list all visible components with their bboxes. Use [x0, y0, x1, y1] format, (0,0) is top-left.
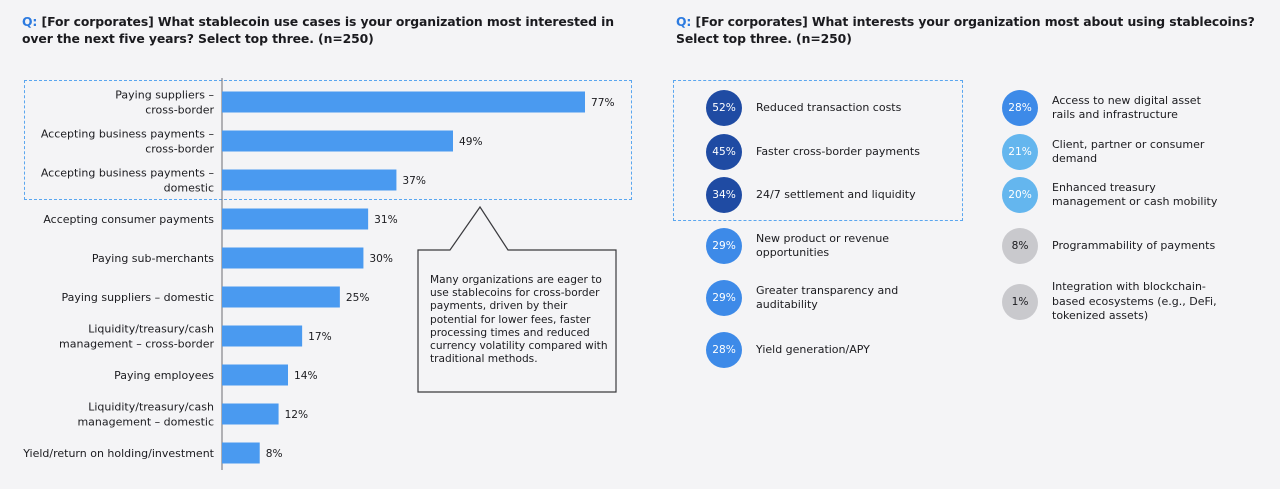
bar [222, 169, 397, 191]
percentage-bubble: 1% [1002, 283, 1038, 320]
left-question-prefix: Q: [22, 14, 38, 29]
interest-item: 29% Greater transparency and auditability [706, 280, 968, 316]
interest-item: 28% Yield generation/APY [706, 332, 968, 368]
category-label: Liquidity/treasury/cash management – cros… [59, 323, 214, 351]
category-label: Accepting consumer payments [43, 213, 214, 226]
right-question-prefix: Q: [676, 14, 692, 29]
percentage-bubble: 34% [706, 177, 742, 213]
interest-label: Client, partner or consumer demand [1052, 137, 1205, 166]
interest-label: 24/7 settlement and liquidity [756, 187, 916, 201]
interest-label: Access to new digital asset rails and in… [1052, 93, 1201, 122]
right-question: Q: [For corporates] What interests your … [676, 13, 1276, 47]
percentage-bubble: 45% [706, 134, 742, 170]
bar-value-label: 12% [285, 409, 309, 421]
interest-item: 20% Enhanced treasury management or cash … [1002, 177, 1264, 213]
interest-item: 29% New product or revenue opportunities [706, 228, 968, 264]
interest-item: 34% 24/7 settlement and liquidity [706, 177, 968, 213]
left-question: Q: [For corporates] What stablecoin use … [22, 13, 622, 47]
category-label: Accepting business payments – cross-borde… [41, 128, 215, 156]
category-label: Yield/return on holding/investment [22, 447, 214, 460]
bar [222, 91, 585, 113]
interest-label: Reduced transaction costs [756, 100, 902, 114]
percentage-bubble: 8% [1002, 228, 1038, 264]
percentage-bubble: 28% [706, 332, 742, 368]
right-question-text: [For corporates] What interests your org… [676, 14, 1255, 46]
bar-value-label: 31% [374, 214, 398, 226]
bar-value-label: 17% [308, 331, 332, 343]
interest-label: Integration with blockchain-based ecosys… [1052, 280, 1217, 322]
highlight-box-right [673, 80, 963, 221]
category-label: Paying sub-merchants [92, 252, 214, 265]
highlight-box-left [24, 80, 632, 200]
interest-label: Faster cross-border payments [756, 144, 920, 158]
callout-text: Many organizations are eager to use stab… [430, 274, 608, 366]
category-label: Accepting business payments – domestic [41, 167, 214, 195]
interest-label: New product or revenue opportunities [756, 231, 890, 260]
bar [222, 442, 260, 464]
category-label: Paying suppliers – domestic [61, 291, 214, 304]
bar-value-label: 14% [294, 370, 318, 382]
bar [222, 208, 369, 230]
bar-value-label: 37% [402, 175, 426, 187]
use-cases-bar-chart: 77% Paying suppliers – cross-border 49% Acce… [22, 78, 615, 470]
interest-item: 1% Integration with blockchain-based ecos… [1002, 280, 1264, 324]
percentage-bubble: 20% [1002, 177, 1038, 213]
percentage-bubble: 29% [706, 228, 742, 264]
bar [222, 286, 340, 308]
interest-item: 45% Faster cross-border payments [706, 134, 968, 170]
category-label: Paying suppliers – cross-border [115, 89, 214, 117]
bar [222, 403, 279, 425]
bar-value-label: 77% [591, 97, 615, 109]
interest-label: Enhanced treasury management or cash mob… [1052, 180, 1218, 209]
category-label: Paying employees [114, 369, 214, 382]
interest-item: 8% Programmability of payments [1002, 228, 1264, 264]
bar [222, 364, 288, 386]
interest-item: 52% Reduced transaction costs [706, 90, 968, 126]
bar-value-label: 8% [266, 448, 283, 460]
bar [222, 130, 453, 152]
left-question-text: [For corporates] What stablecoin use cas… [22, 14, 614, 46]
interest-label: Yield generation/APY [756, 342, 870, 356]
interest-label: Greater transparency and auditability [756, 283, 899, 312]
percentage-bubble: 28% [1002, 90, 1038, 126]
interest-label: Programmability of payments [1052, 238, 1216, 252]
bar-value-label: 25% [346, 292, 370, 304]
percentage-bubble: 52% [706, 90, 742, 126]
callout-box [417, 205, 617, 393]
bar-value-label: 30% [369, 253, 393, 265]
bar [222, 325, 303, 347]
percentage-bubble: 21% [1002, 134, 1038, 170]
category-label: Liquidity/treasury/cash management – dome… [77, 401, 214, 429]
percentage-bubble: 29% [706, 280, 742, 316]
interest-item: 28% Access to new digital asset rails and… [1002, 90, 1264, 126]
bar [222, 247, 364, 269]
bar-value-label: 49% [459, 136, 483, 148]
interest-item: 21% Client, partner or consumer demand [1002, 134, 1264, 170]
